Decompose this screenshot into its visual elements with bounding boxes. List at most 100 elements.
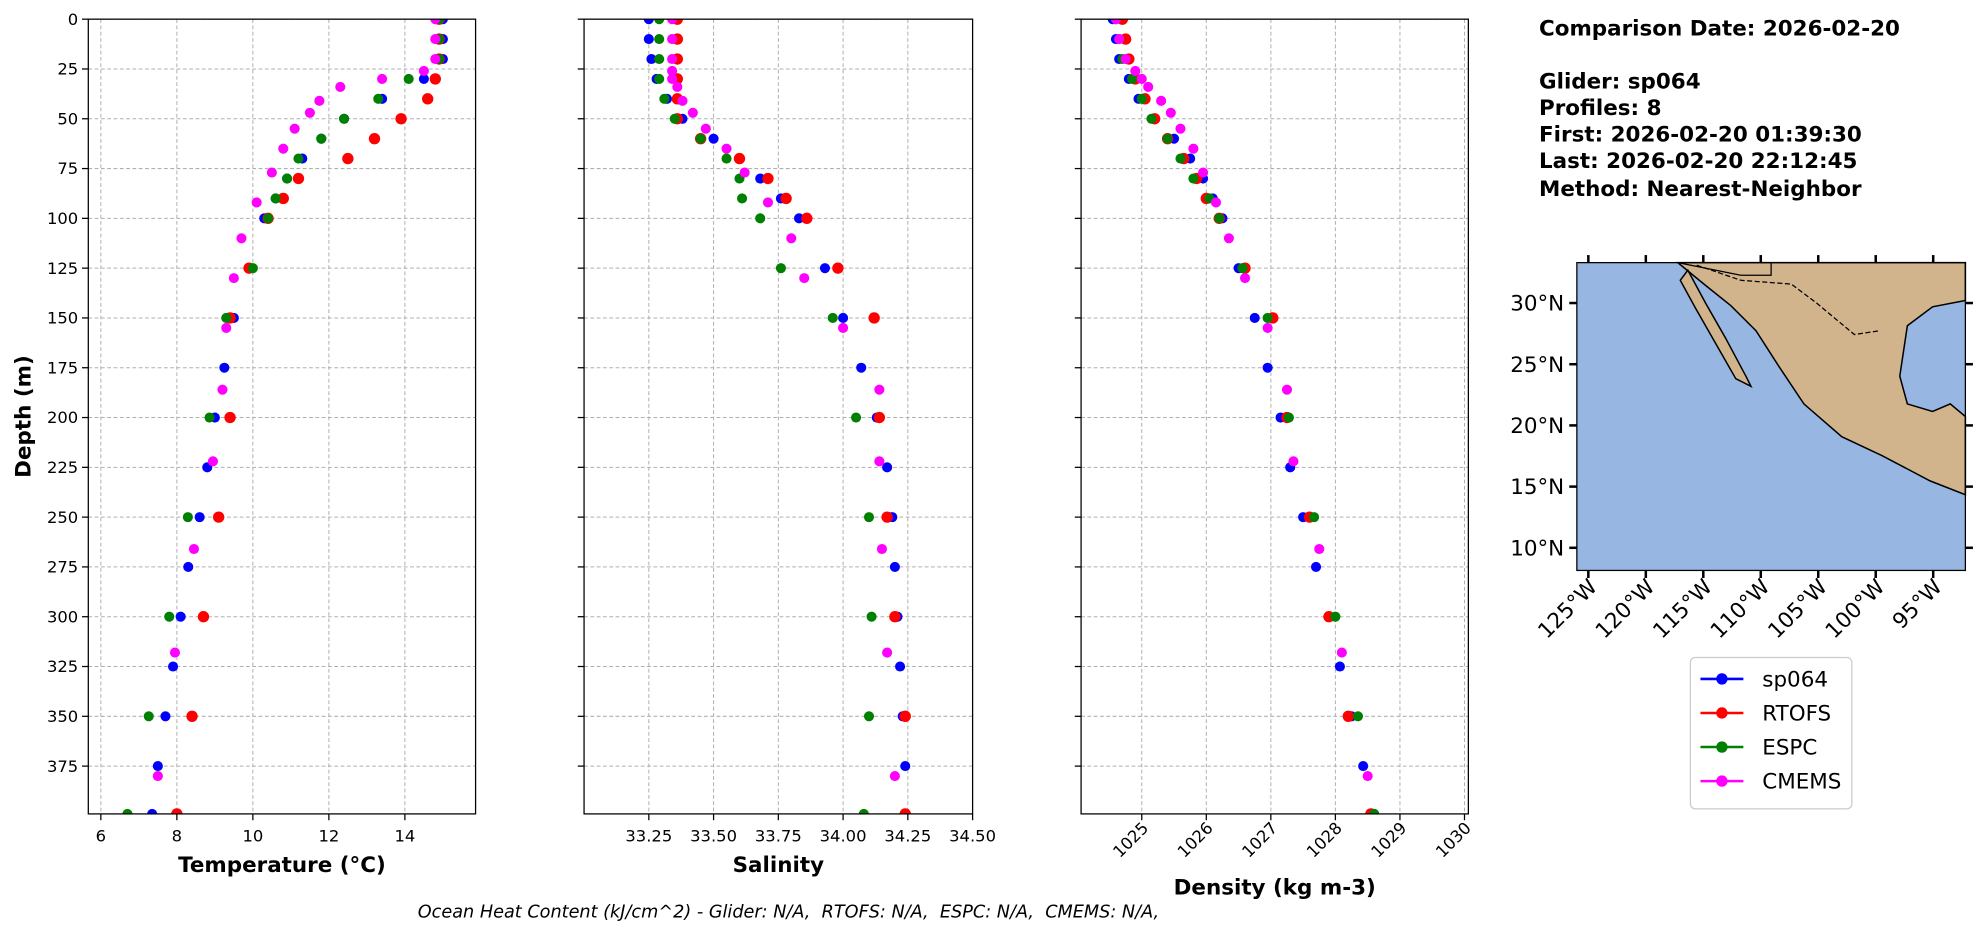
info-line: Last: 2026-02-20 22:12:45 <box>1539 149 1857 174</box>
profile-marker <box>863 512 875 523</box>
profile-marker <box>1342 710 1354 722</box>
profile-marker <box>1358 761 1369 772</box>
profile-marker <box>700 123 711 134</box>
profile-marker <box>1281 384 1293 395</box>
y-tick-label: 25 <box>57 60 78 79</box>
profile-marker <box>667 19 678 25</box>
profile-marker <box>164 611 175 622</box>
profile-marker <box>1314 543 1325 555</box>
x-tick-label: 34.25 <box>884 827 931 846</box>
profile-marker <box>874 384 885 395</box>
profile-marker <box>1114 34 1125 45</box>
profile-marker <box>186 710 198 722</box>
legend-label: CMEMS <box>1762 770 1841 795</box>
y-tick-label: 375 <box>47 757 78 776</box>
profile-marker <box>430 34 441 45</box>
profile-marker <box>212 511 225 523</box>
profile-marker <box>236 233 247 244</box>
profile-marker <box>251 197 262 208</box>
profile-marker <box>418 65 429 77</box>
profile-marker <box>293 153 304 164</box>
x-tick-label: 6 <box>96 827 106 846</box>
profile-marker <box>143 711 154 722</box>
profile-marker <box>739 167 750 178</box>
map-border <box>1677 262 1772 276</box>
profile-marker <box>292 172 305 185</box>
legend-label: RTOFS <box>1762 702 1831 727</box>
profile-marker <box>266 167 277 178</box>
map-lat-label: 20°N <box>1510 414 1564 439</box>
profile-marker <box>677 95 688 106</box>
info-line: Glider: sp064 <box>1539 70 1701 95</box>
profile-marker <box>899 710 911 722</box>
profile-marker <box>1175 153 1186 164</box>
profile-marker <box>247 263 258 274</box>
profile-marker <box>1237 263 1248 274</box>
profile-marker <box>335 81 346 92</box>
profile-marker <box>168 661 179 672</box>
x-tick-label: 33.25 <box>625 827 672 846</box>
footnote: Ocean Heat Content (kJ/cm^2) - Glider: N… <box>418 902 1159 922</box>
map-frame <box>1576 262 1967 572</box>
profile-marker <box>1223 233 1234 244</box>
profile-marker <box>395 113 407 125</box>
profile-marker <box>147 808 158 814</box>
profile-marker <box>786 233 797 244</box>
plot-area <box>122 19 448 814</box>
profile-marker <box>667 34 678 45</box>
profile-marker <box>224 411 236 424</box>
profile-marker <box>1288 456 1299 467</box>
profile-marker <box>838 322 849 333</box>
profile-marker <box>1130 65 1141 77</box>
profile-marker <box>169 647 181 658</box>
profile-marker <box>799 273 810 284</box>
profile-marker <box>289 123 300 134</box>
profile-marker <box>171 808 183 814</box>
profile-marker <box>1136 93 1147 104</box>
profile-marker <box>762 172 774 185</box>
profile-marker <box>217 384 228 395</box>
profile-marker <box>263 213 274 224</box>
x-tick-label: 33.50 <box>690 827 737 846</box>
y-tick-label: 350 <box>47 707 78 726</box>
profile-marker <box>152 761 163 772</box>
profile-marker <box>780 192 792 205</box>
profile-marker <box>1210 197 1222 208</box>
x-axis-label: Temperature (°C) <box>178 853 386 878</box>
profile-marker <box>1330 611 1341 622</box>
profile-marker <box>1162 133 1173 144</box>
profile-marker <box>160 711 171 722</box>
axes-frame <box>87 18 477 815</box>
profile-marker <box>278 143 289 154</box>
profile-marker <box>889 611 901 623</box>
profile-marker <box>672 81 683 92</box>
y-axis-label: Depth (m) <box>11 355 36 478</box>
y-tick-label: 225 <box>47 458 78 477</box>
profile-marker <box>429 73 441 85</box>
y-tick-label: 75 <box>57 159 78 178</box>
profile-marker <box>900 761 911 772</box>
map-lat-label: 30°N <box>1510 292 1564 317</box>
profile-marker <box>659 93 670 104</box>
profile-marker <box>856 362 867 373</box>
profile-marker <box>654 19 665 25</box>
profile-marker <box>175 611 186 622</box>
profile-marker <box>775 263 786 274</box>
profile-marker <box>368 133 381 145</box>
x-tick-label: 14 <box>394 827 415 846</box>
profile-marker <box>1249 312 1260 323</box>
profile-marker <box>282 173 293 184</box>
profile-marker <box>1369 808 1380 814</box>
profile-marker <box>204 412 215 423</box>
x-tick-label: 10 <box>242 827 263 846</box>
profile-marker <box>827 312 838 323</box>
map-lat-label: 15°N <box>1510 475 1564 500</box>
profile-marker <box>643 19 654 25</box>
profile-marker <box>669 113 680 124</box>
profile-marker <box>721 153 732 164</box>
profile-marker <box>1334 661 1345 672</box>
profile-marker <box>221 322 232 333</box>
y-tick-label: 150 <box>47 309 78 328</box>
y-tick-label: 250 <box>47 508 78 527</box>
